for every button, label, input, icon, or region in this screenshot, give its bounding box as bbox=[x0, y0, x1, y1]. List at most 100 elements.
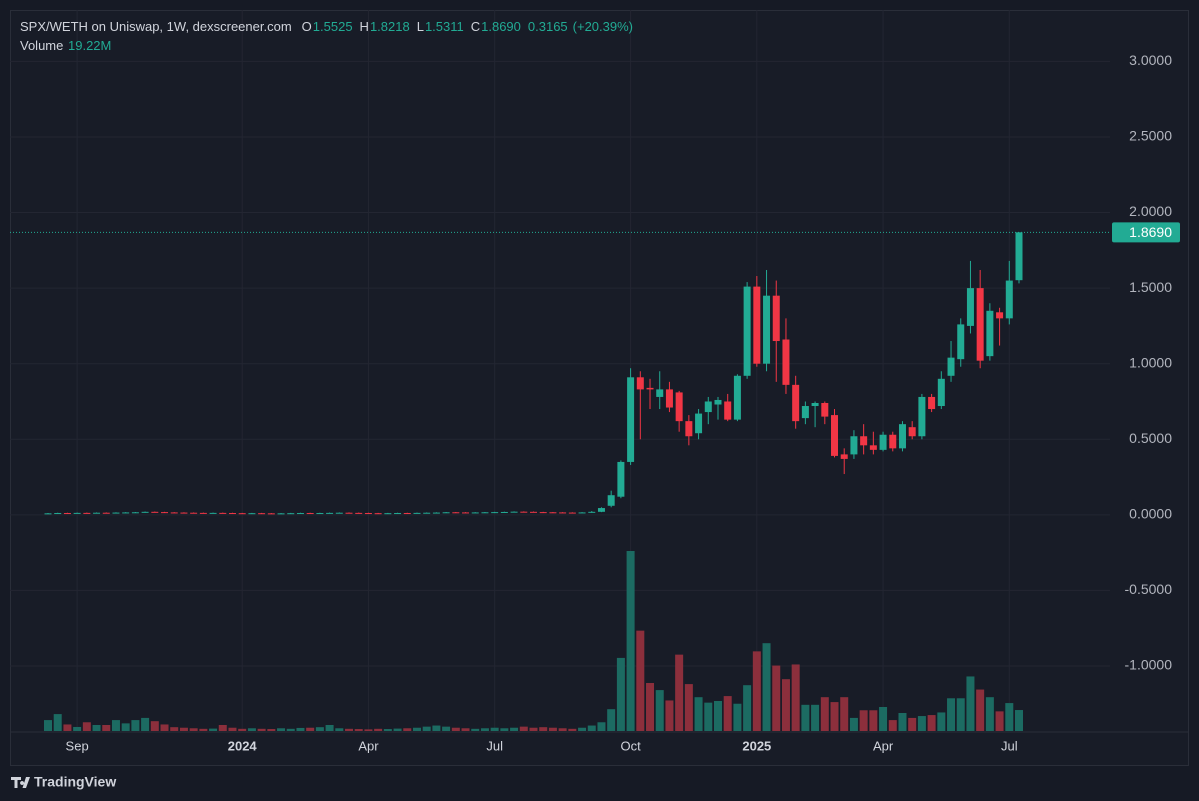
candle-body bbox=[180, 512, 188, 514]
candle-body bbox=[724, 401, 732, 420]
candle-body bbox=[763, 295, 771, 364]
candle-body bbox=[413, 512, 421, 514]
candle-body bbox=[452, 512, 460, 514]
chart-frame bbox=[10, 10, 1189, 766]
candle-body bbox=[73, 512, 81, 514]
candle-body bbox=[161, 512, 169, 514]
volume-bar bbox=[966, 676, 975, 731]
volume-bar bbox=[257, 728, 266, 731]
volume-bar bbox=[500, 728, 509, 731]
x-tick-label: 2025 bbox=[742, 738, 771, 753]
candle-body bbox=[792, 384, 800, 422]
volume-bar bbox=[383, 729, 392, 731]
volume-bar bbox=[306, 727, 315, 731]
candle-body bbox=[704, 401, 712, 413]
volume-bar bbox=[548, 727, 557, 731]
candle-body bbox=[568, 512, 576, 514]
volume-bar bbox=[927, 715, 936, 731]
candle-body bbox=[588, 511, 596, 513]
volume-bar bbox=[141, 717, 150, 731]
candle-body bbox=[83, 512, 91, 514]
brand: TradingView bbox=[34, 774, 116, 790]
candle-body bbox=[607, 495, 615, 506]
volume-bar bbox=[121, 723, 130, 731]
x-tick-label: Jul bbox=[1001, 738, 1018, 753]
candle-body bbox=[831, 415, 839, 456]
candle-body bbox=[530, 511, 537, 513]
volume-bar bbox=[82, 722, 91, 731]
candle-body bbox=[510, 511, 518, 513]
ohlc-value: 1.8690 bbox=[481, 19, 521, 34]
volume-bar bbox=[412, 727, 421, 731]
candle-body bbox=[811, 402, 819, 407]
candle-body bbox=[695, 413, 703, 434]
x-tick-label: 2024 bbox=[228, 738, 258, 753]
volume-bar bbox=[403, 728, 412, 731]
candle-body bbox=[199, 512, 207, 514]
candle-body bbox=[374, 513, 382, 515]
volume-value: 19.22M bbox=[68, 38, 112, 53]
candle-body bbox=[93, 512, 101, 514]
candle-body bbox=[957, 324, 965, 360]
volume-bar bbox=[568, 728, 577, 731]
candle-body bbox=[423, 512, 431, 514]
volume-bar bbox=[898, 713, 907, 731]
candle-body bbox=[860, 436, 868, 446]
volume-bar bbox=[228, 727, 237, 731]
candle-body bbox=[471, 512, 479, 514]
candle-body bbox=[364, 513, 372, 515]
volume-bar bbox=[189, 728, 198, 731]
candle-body bbox=[549, 512, 557, 514]
y-tick-label: 1.0000 bbox=[1129, 354, 1172, 370]
volume-bar bbox=[539, 727, 548, 731]
volume-bar bbox=[160, 724, 169, 731]
volume-bar bbox=[956, 698, 965, 731]
candle-body bbox=[733, 375, 741, 420]
volume-bar bbox=[917, 716, 926, 731]
ohlc-key: O bbox=[301, 19, 312, 34]
candle-body bbox=[665, 389, 673, 408]
candle-body bbox=[238, 513, 246, 515]
candle-body bbox=[520, 511, 528, 513]
volume-bar bbox=[743, 685, 752, 731]
candle-body bbox=[636, 377, 644, 390]
volume-bar bbox=[179, 727, 188, 731]
volume-bar bbox=[451, 727, 460, 731]
candle-body bbox=[685, 421, 693, 437]
candle-body bbox=[996, 312, 1004, 319]
volume-legend: Volume 19.22M bbox=[20, 38, 111, 53]
symbol-title: SPX/WETH on Uniswap, 1W, dexscreener.com bbox=[20, 19, 292, 34]
volume-bar bbox=[636, 630, 645, 731]
candle-body bbox=[190, 512, 198, 514]
volume-bar bbox=[859, 710, 868, 731]
candle-body bbox=[306, 513, 314, 515]
volume-bar bbox=[646, 683, 655, 731]
volume-bar bbox=[102, 725, 111, 731]
candle-body bbox=[151, 511, 159, 513]
candle-body bbox=[821, 402, 829, 417]
last-price-label: 1.8690 bbox=[1129, 224, 1172, 240]
candle-body bbox=[44, 513, 52, 515]
volume-bar bbox=[597, 722, 606, 731]
volume-bar bbox=[422, 726, 431, 731]
volume-bar bbox=[1015, 710, 1023, 731]
volume-bar bbox=[772, 665, 781, 731]
volume-bar bbox=[393, 728, 402, 731]
volume-bar bbox=[908, 717, 917, 731]
ohlc-key: C bbox=[470, 19, 481, 34]
candle-body bbox=[102, 512, 110, 514]
candle-body bbox=[976, 288, 984, 361]
candle-body bbox=[403, 513, 411, 515]
y-tick-label: 2.0000 bbox=[1129, 203, 1172, 219]
candle-body bbox=[743, 286, 751, 376]
candle-body bbox=[966, 288, 974, 326]
volume-bar bbox=[694, 697, 703, 731]
x-tick-label: Jul bbox=[486, 738, 503, 753]
volume-bar bbox=[558, 728, 567, 731]
candle-body bbox=[947, 357, 955, 376]
candle-body bbox=[782, 339, 790, 385]
volume-bar bbox=[1005, 703, 1014, 731]
volume-bar bbox=[63, 724, 72, 731]
candle-body bbox=[131, 512, 139, 514]
candle-body bbox=[869, 445, 877, 450]
